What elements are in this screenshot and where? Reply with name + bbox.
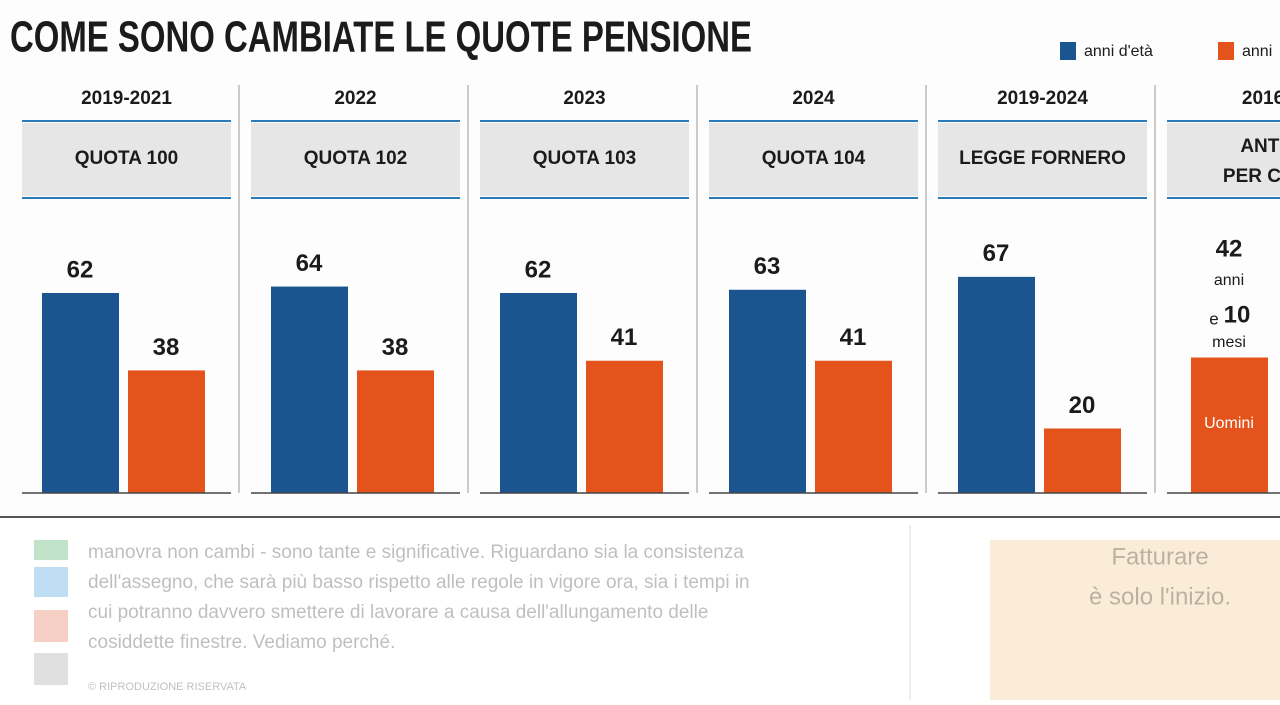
- ad-box[interactable]: [990, 540, 1280, 700]
- article-line: cui potranno davvero smettere di lavorar…: [88, 602, 708, 623]
- print-icon[interactable]: [34, 653, 68, 685]
- mail-icon[interactable]: [34, 610, 68, 642]
- header-box: [480, 123, 689, 196]
- value-label: 38: [153, 334, 180, 361]
- conjunction: e: [1209, 309, 1218, 328]
- period: 2016-2: [1242, 88, 1280, 109]
- months: 10: [1224, 301, 1251, 328]
- legend-swatch: [1218, 42, 1234, 60]
- copyright: © RIPRODUZIONE RISERVATA: [88, 681, 247, 693]
- value-label: 41: [840, 324, 867, 351]
- legend-swatch: [1060, 42, 1076, 60]
- bar: [500, 293, 577, 493]
- article-line: manovra non cambi - sono tante e signifi…: [88, 542, 744, 563]
- period: 2022: [334, 88, 376, 109]
- ad-text: Fatturare: [1111, 543, 1208, 570]
- title: COME SONO CAMBIATE LE QUOTE PENSIONE: [10, 13, 752, 62]
- panel-label: PER CONT: [1223, 166, 1280, 187]
- quota-label: QUOTA 104: [762, 148, 866, 169]
- value-label: 63: [754, 253, 781, 280]
- period: 2019-2024: [997, 88, 1088, 109]
- quota-label: QUOTA 100: [75, 148, 178, 169]
- period: 2019-2021: [81, 88, 172, 109]
- article-line: dell'assegno, che sarà più basso rispett…: [88, 572, 750, 593]
- bar: [586, 360, 663, 493]
- period: 2024: [792, 88, 835, 109]
- bar: [1191, 357, 1268, 493]
- value-label: 20: [1069, 392, 1096, 419]
- bar: [128, 370, 205, 493]
- quota-label: QUOTA 103: [533, 148, 636, 169]
- telegram-icon[interactable]: [34, 567, 68, 597]
- panel-label: ANTICI: [1240, 136, 1280, 157]
- bar: [42, 293, 119, 493]
- quota-label: LEGGE FORNERO: [959, 148, 1126, 169]
- header-box: [938, 123, 1147, 196]
- bar: [357, 370, 434, 493]
- value-label: 62: [67, 256, 94, 283]
- legend-label: anni: [1242, 43, 1272, 60]
- value-label: 64: [296, 250, 323, 277]
- months-unit: mesi: [1212, 334, 1246, 351]
- header-box: [22, 123, 231, 196]
- bar-inner-label: Uomini: [1204, 415, 1254, 432]
- bar: [1044, 428, 1121, 493]
- years-unit: anni: [1214, 272, 1244, 289]
- value-label: 38: [382, 334, 409, 361]
- article-line: cosiddette finestre. Vediamo perché.: [88, 632, 395, 653]
- bar: [729, 289, 806, 493]
- years: 42: [1216, 235, 1243, 262]
- share-icon[interactable]: [34, 540, 68, 560]
- value-label: 62: [525, 256, 552, 283]
- bar: [815, 360, 892, 493]
- ad-text: è solo l'inizio.: [1089, 583, 1231, 610]
- header-box: [709, 123, 918, 196]
- header-box: [251, 123, 460, 196]
- quota-label: QUOTA 102: [304, 148, 407, 169]
- bar: [271, 286, 348, 493]
- header-box: [1167, 123, 1280, 196]
- value-label: 67: [983, 240, 1010, 267]
- period: 2023: [563, 88, 605, 109]
- value-label: 41: [611, 324, 638, 351]
- bar: [958, 276, 1035, 493]
- legend-label: anni d'età: [1084, 43, 1153, 60]
